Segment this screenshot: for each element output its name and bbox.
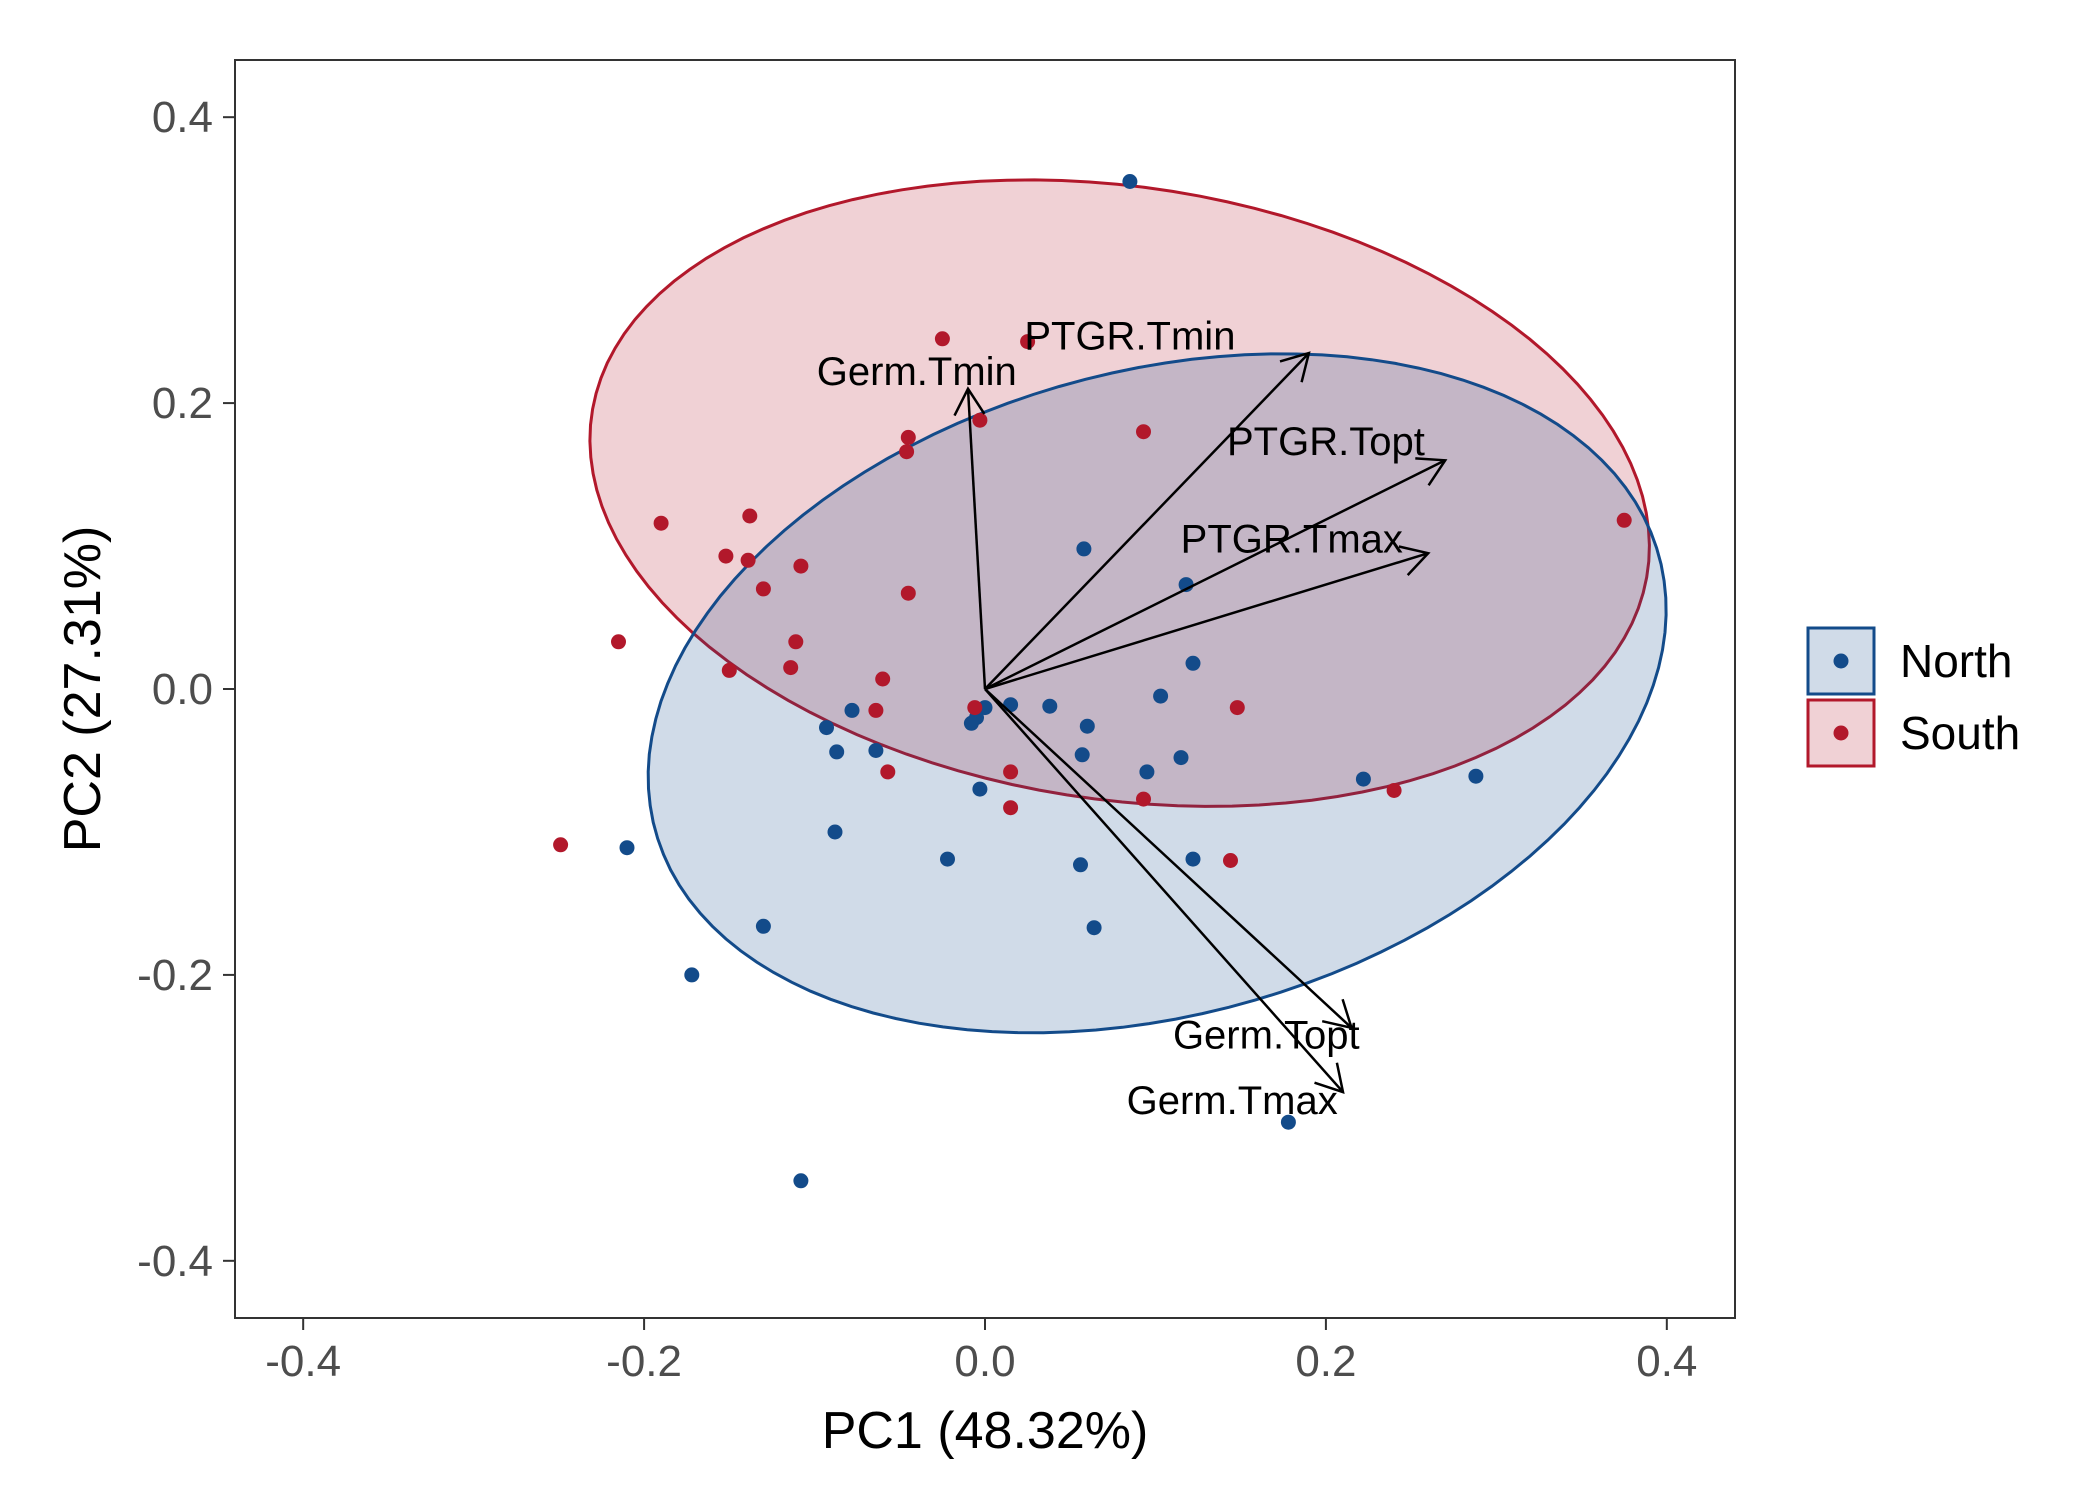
point-north [619,840,635,856]
point-north [793,1173,809,1189]
point-north [819,720,834,736]
point-north [1185,851,1201,867]
vector-label: Germ.Tmax [1127,1079,1338,1123]
legend-key-dot [1833,725,1849,741]
vector-germ-tmax [984,688,1344,1093]
point-south [875,671,891,687]
legend: North South [1806,626,2020,768]
point-south [783,660,799,676]
point-south [899,444,915,460]
y-tick-label: -0.2 [137,951,213,1000]
point-north [972,781,988,797]
point-south [1003,764,1019,780]
point-south [900,429,916,445]
point-north [844,702,860,718]
point-north [1073,857,1088,873]
point-south [721,662,737,678]
point-south [1386,783,1402,798]
point-south [1223,853,1238,868]
y-tick-label: 0.4 [152,93,213,142]
point-north [1185,655,1201,671]
point-north [1139,764,1155,780]
vector-ptgr-topt [984,459,1446,691]
vector-arrowhead [1398,545,1431,576]
legend-key-north [1806,626,1876,696]
vector-label: Germ.Topt [1173,1013,1360,1057]
point-north [963,715,979,731]
point-north [1003,697,1019,713]
point-south [1136,791,1151,807]
point-south [900,585,916,601]
vector-arrowhead [1314,1062,1345,1094]
x-tick-label: 0.4 [1636,1337,1697,1386]
legend-key-dot [1833,653,1849,669]
vector-label: PTGR.Tmax [1181,517,1403,561]
point-north [827,824,843,840]
point-south [1003,800,1019,816]
point-north [1153,688,1169,704]
x-tick-label: -0.2 [606,1337,682,1386]
point-south [880,764,896,780]
point-south [1229,700,1245,716]
point-north [940,851,955,867]
point-north [755,918,771,934]
point-south [653,515,669,531]
point-south [553,837,569,853]
x-tick-label: 0.2 [1295,1337,1356,1386]
point-south [742,508,758,524]
point-north [829,744,845,760]
data-points [553,174,1632,1189]
y-tick-label: 0.2 [152,379,213,428]
point-south [868,702,884,718]
y-tick-label: -0.4 [137,1237,213,1286]
point-north [1355,771,1371,787]
axes: -0.4 -0.2 0.0 0.2 0.4 -0.4 -0.2 0.0 0.2 0.4 [137,93,1697,1386]
ellipse-south [588,178,1651,808]
vector-label: PTGR.Tmin [1024,314,1235,358]
point-north [1042,698,1058,714]
vector-arrowhead [1415,457,1448,486]
x-tick-label: 0.0 [954,1337,1015,1386]
point-north [1074,747,1090,763]
vector-ptgr-tmin [984,352,1310,690]
point-north [1086,920,1102,936]
vector-arrowhead [1279,351,1311,383]
point-south [1136,424,1151,440]
point-north [868,743,884,758]
point-north [1173,750,1189,766]
point-south [611,634,626,650]
point-south [1020,334,1036,350]
vector-arrowhead [1321,998,1354,1030]
legend-label-north: North [1900,635,2012,687]
vector-germ-tmin [966,388,987,690]
point-south [793,558,809,574]
point-south [740,552,756,568]
point-south [755,581,771,597]
vector-germ-topt [984,688,1353,1029]
vector-arrowhead [953,386,986,417]
vector-ptgr-tmax [984,552,1429,691]
y-axis-title: PC2 (27.31%) [54,526,112,853]
point-south [972,412,988,428]
point-north [1079,718,1095,734]
point-north [1076,541,1092,557]
x-axis-title: PC1 (48.32%) [822,1402,1149,1460]
vector-label: PTGR.Topt [1227,420,1425,464]
point-south [718,548,734,564]
point-south [934,331,950,347]
vector-label: Germ.Tmin [817,350,1017,394]
point-south [1616,512,1632,528]
point-north [684,967,700,983]
point-south [967,700,983,716]
point-north [1280,1114,1296,1130]
x-tick-label: -0.4 [265,1337,341,1386]
point-north [1468,768,1484,784]
y-tick-label: 0.0 [152,665,213,714]
legend-label-south: South [1900,707,2020,759]
point-north [1122,174,1138,189]
point-south [788,634,804,650]
